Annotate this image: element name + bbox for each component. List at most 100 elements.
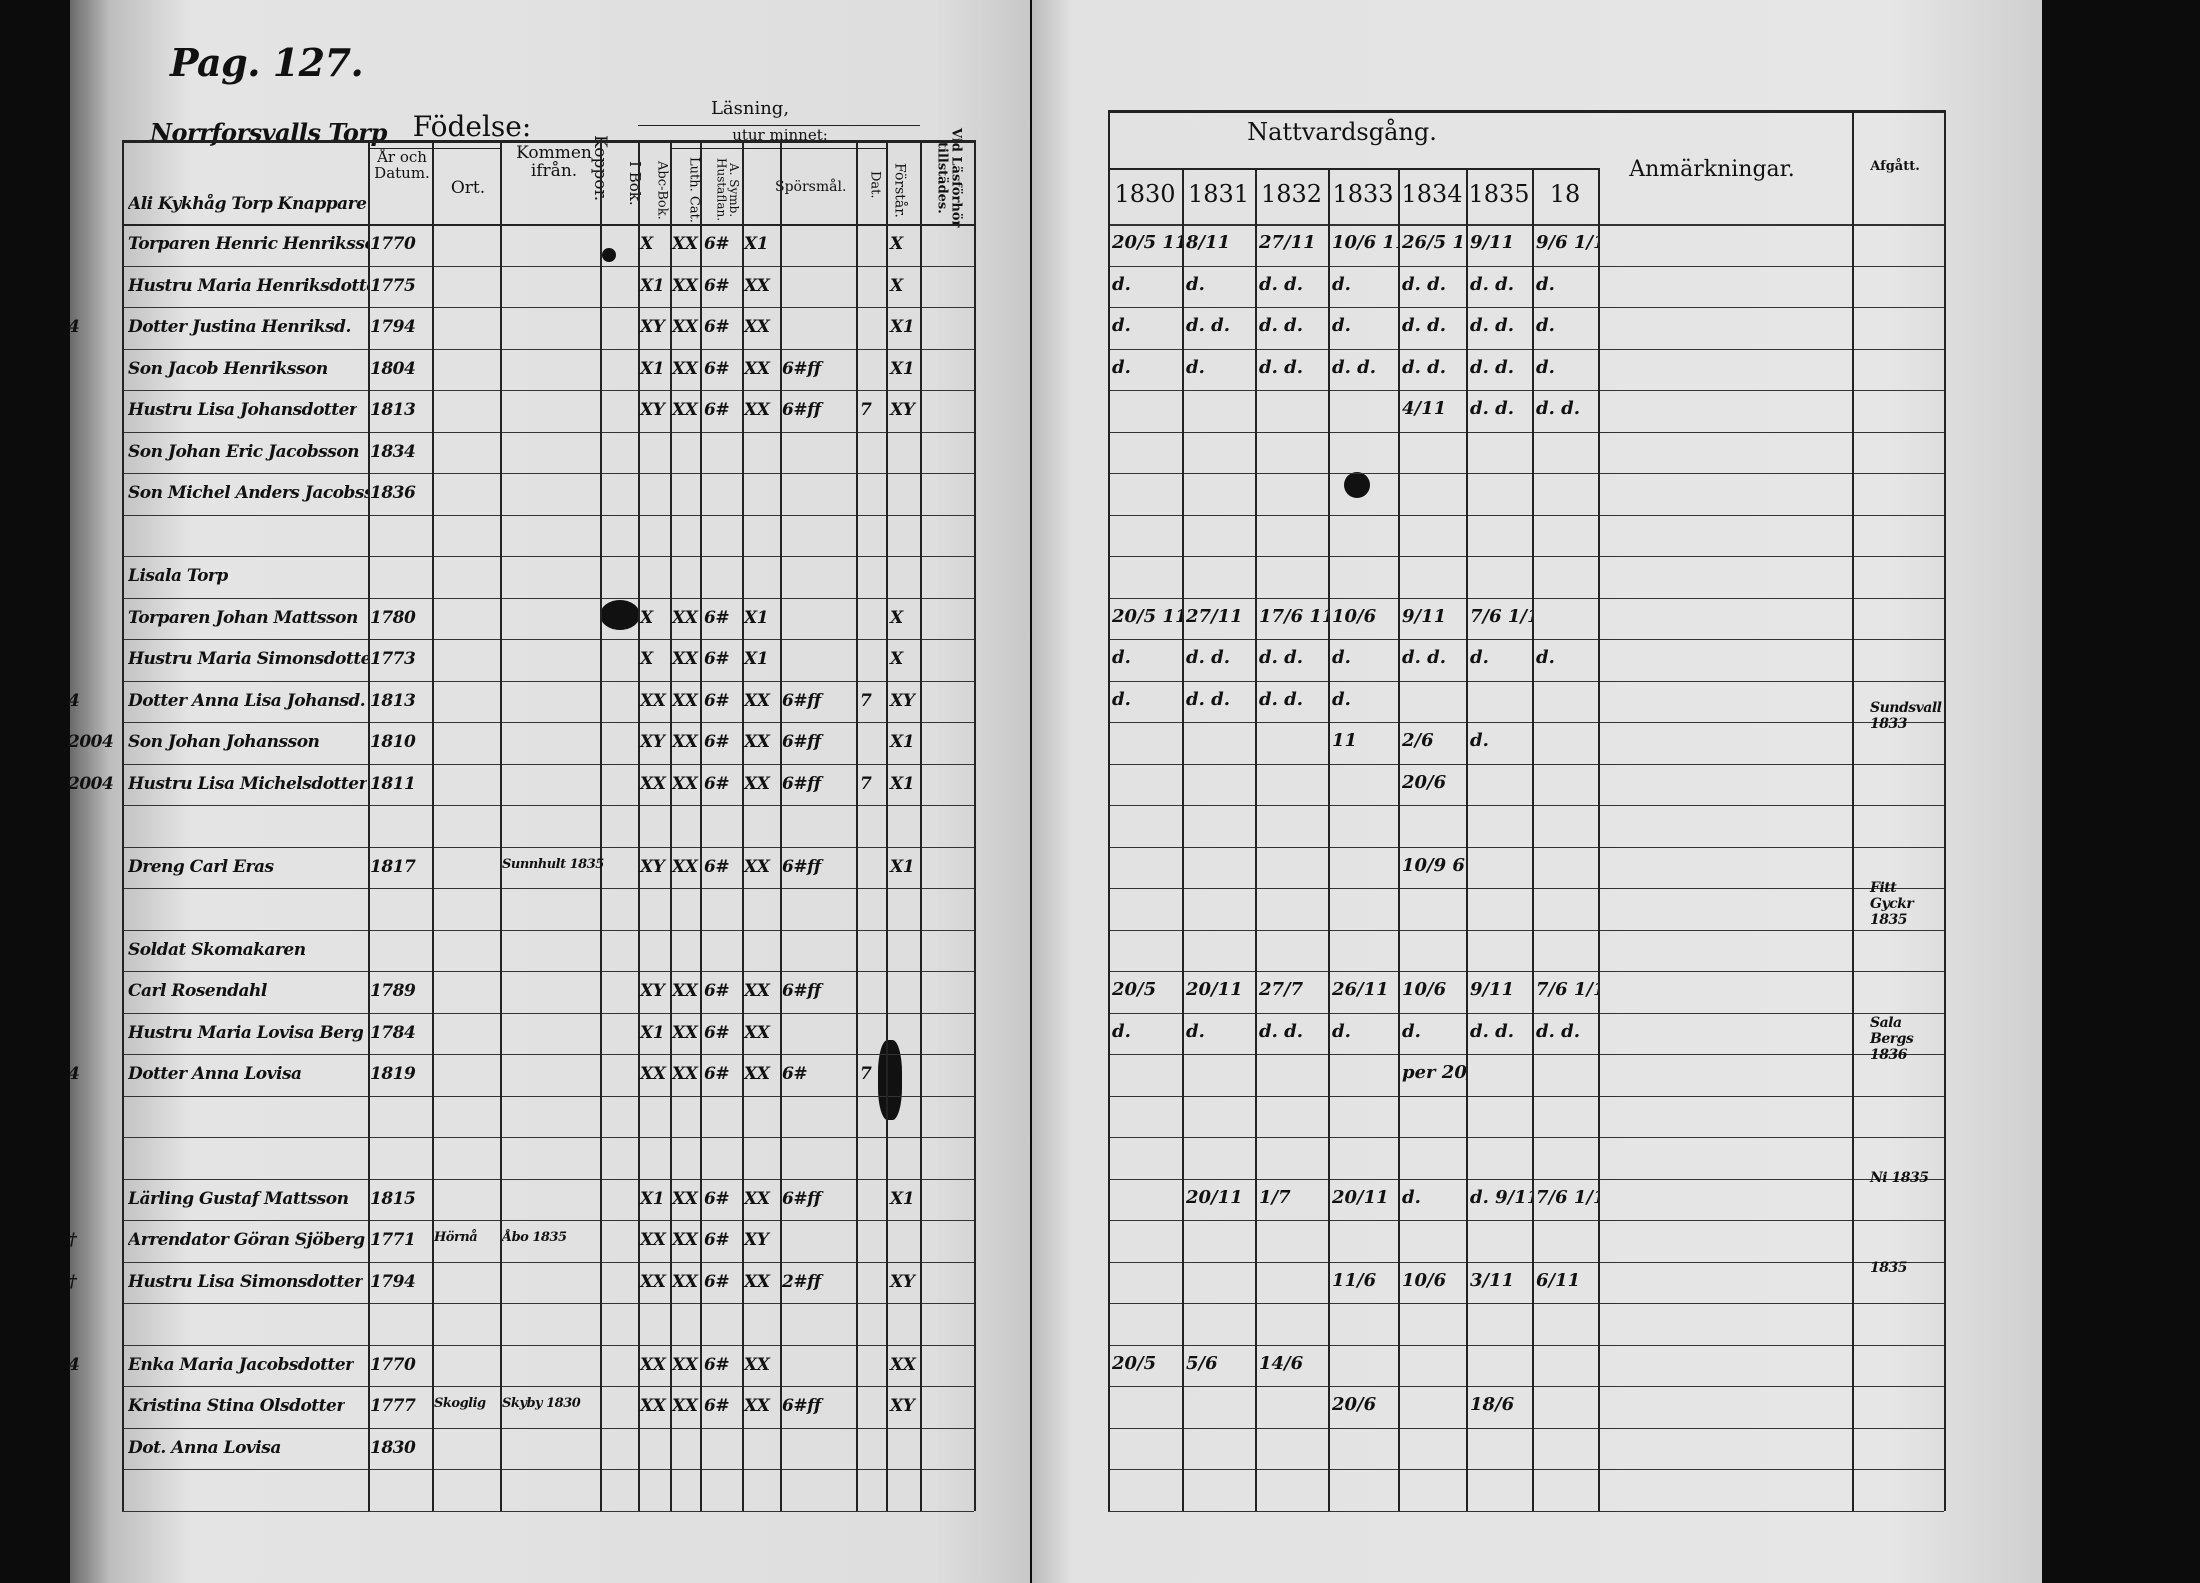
entry-came-from: Åbo 1835 (502, 1230, 567, 1245)
entry-abc-bok: XX (672, 773, 698, 794)
entry-symb: XX (744, 1354, 770, 1375)
ruled-line (638, 125, 920, 126)
ruled-line (122, 763, 974, 765)
afgatt-note: 1835 (1870, 1260, 1907, 1276)
entry-name: Soldat Skomakaren (128, 939, 306, 960)
entry-i-bok: XX (640, 1230, 666, 1250)
communion-mark: d. (1186, 273, 1205, 295)
communion-mark: 2/6 (1402, 730, 1434, 751)
communion-mark: 27/7 (1259, 979, 1304, 1000)
communion-mark: 17/6 11 (1259, 605, 1328, 627)
ruled-line (122, 1012, 974, 1014)
entry-birth-year: 1770 (370, 234, 416, 254)
entry-name: Torparen Henric Henriksson (128, 234, 368, 254)
ruled-line (122, 929, 974, 931)
ruled-line (1108, 224, 1944, 226)
entry-symb: XX (744, 1064, 770, 1084)
entry-luth-cat: 6# (704, 1396, 730, 1416)
entry-luth-cat: 6# (704, 358, 730, 379)
entry-i-bok: XX (640, 1271, 666, 1292)
ruled-line (122, 888, 974, 889)
header-anmarkningar: Anmärkningar. (1629, 157, 1795, 182)
entry-luth-cat: 6# (704, 1230, 730, 1250)
entry-symb: XY (744, 1230, 769, 1250)
communion-mark: 18/6 (1470, 1394, 1515, 1415)
entry-birth-year: 1811 (370, 773, 416, 794)
entry-name: Hustru Maria Simonsdotter (128, 649, 368, 669)
communion-mark: d. (1470, 647, 1489, 668)
communion-mark: d. d. (1259, 647, 1303, 668)
entry-symb: XX (744, 856, 770, 877)
entry-abc-bok: XX (672, 1271, 698, 1292)
ruled-line (122, 1510, 974, 1512)
entry-sporsmal: 6#ff (782, 981, 821, 1001)
entry-luth-cat: 6# (704, 275, 730, 296)
entry-name: Son Michel Anders Jacobsson (128, 483, 368, 503)
ruled-line (1108, 1095, 1944, 1097)
column-line (500, 140, 502, 1511)
ruled-line (122, 1469, 974, 1470)
column-line (1398, 168, 1400, 1511)
entry-i-bok: XY (640, 856, 665, 877)
entry-forstar: XX (890, 1354, 916, 1375)
communion-mark: 4/11 (1402, 398, 1447, 419)
entry-birth-year: 1836 (370, 483, 416, 503)
column-line (638, 140, 640, 1511)
ruled-line (1108, 473, 1944, 474)
entry-abc-bok: XX (672, 1396, 698, 1416)
entry-name: Dotter Anna Lovisa (128, 1064, 302, 1084)
entry-luth-cat: 6# (704, 1271, 730, 1292)
entry-birth-year: 1777 (370, 1396, 416, 1416)
header-koppor: Koppor. (589, 134, 610, 202)
communion-mark: d. (1186, 1020, 1205, 1042)
entry-margin-note: 2004 (68, 773, 114, 794)
ruled-line (122, 1303, 974, 1304)
entry-sporsmal: 6#ff (782, 690, 821, 711)
header-vid-lasforhor: Vid Läsförhör tillstädes. (934, 128, 964, 228)
entry-birth-place: Hörnå (434, 1230, 478, 1245)
ruled-line (122, 1095, 974, 1097)
column-line (432, 140, 434, 1511)
entry-symb: X1 (744, 649, 769, 669)
entry-name: Lärling Gustaf Mattsson (128, 1188, 349, 1209)
communion-mark: 10/6 (1332, 605, 1377, 627)
ruled-line (122, 431, 974, 433)
entry-luth-cat: 6# (704, 1064, 730, 1084)
entry-forstar: X1 (890, 317, 915, 337)
entry-sporsmal: 2#ff (782, 1271, 821, 1292)
entry-birth-place: Skoglig (434, 1396, 486, 1411)
entry-birth-year: 1815 (370, 1188, 416, 1209)
ruled-line (1108, 307, 1944, 308)
ruled-line (122, 307, 974, 308)
entry-sporsmal: 6#ff (782, 400, 821, 420)
ruled-line (1108, 1012, 1944, 1014)
communion-mark: 20/11 (1332, 1186, 1389, 1208)
entry-margin-note: 4 (68, 317, 80, 337)
communion-mark: 3/11 (1470, 1269, 1515, 1291)
ruled-line (1108, 390, 1944, 391)
ruled-line (122, 514, 974, 516)
entry-name: Dotter Anna Lisa Johansd. (128, 690, 366, 711)
column-line (1328, 168, 1330, 1511)
ruled-line (1108, 888, 1944, 889)
ruled-line (122, 348, 974, 350)
year-header: 1834 (1401, 180, 1463, 208)
communion-mark: d. (1470, 730, 1489, 751)
column-line (122, 140, 124, 1511)
column-line (670, 140, 672, 1511)
communion-mark: 7/6 1/11 (1536, 979, 1598, 1000)
entry-name: Dotter Justina Henriksd. (128, 317, 351, 337)
ruled-line (1108, 348, 1944, 350)
entry-abc-bok: XX (672, 1064, 698, 1084)
ruled-line (1108, 1469, 1944, 1470)
entry-luth-cat: 6# (704, 400, 730, 420)
entry-i-bok: X (640, 234, 653, 254)
entry-name: Son Johan Eric Jacobsson (128, 441, 360, 462)
entry-dat: 7 (860, 773, 872, 794)
entry-abc-bok: XX (672, 275, 698, 296)
entry-luth-cat: 6# (704, 981, 730, 1001)
entry-luth-cat: 6# (704, 690, 730, 711)
header-lasning: Läsning, (710, 98, 790, 119)
communion-mark: 6/11 (1536, 1269, 1581, 1291)
header-afgatt: Afgått. (1870, 159, 1920, 174)
